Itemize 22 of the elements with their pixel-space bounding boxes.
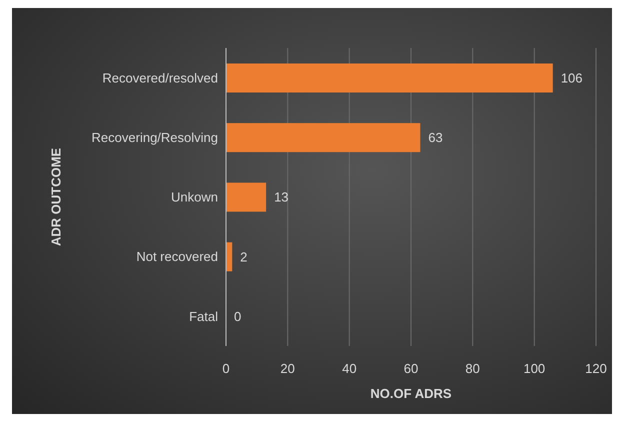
bar xyxy=(226,63,553,92)
x-tick-label: 80 xyxy=(465,361,480,376)
data-label: 106 xyxy=(560,70,583,86)
x-axis-title: NO.OF ADRS xyxy=(370,386,452,401)
data-label: 0 xyxy=(234,308,242,324)
data-label: 2 xyxy=(240,249,248,264)
data-label: 63 xyxy=(428,130,443,146)
x-tick-label: 120 xyxy=(585,361,607,376)
bar xyxy=(226,123,420,152)
y-axis-title: ADR OUTCOME xyxy=(48,148,64,246)
x-tick-label: 0 xyxy=(222,361,230,376)
x-tick-label: 60 xyxy=(404,361,418,376)
x-tick-label: 20 xyxy=(280,361,295,376)
y-tick-label: Recovered/resolved xyxy=(102,70,218,86)
y-tick-label: Recovering/Resolving xyxy=(92,130,218,146)
x-tick-label: 100 xyxy=(523,361,546,376)
bar xyxy=(226,182,266,212)
y-tick-label: Fatal xyxy=(189,308,218,324)
y-tick-label: Unkown xyxy=(171,190,218,205)
y-tick-label: Not recovered xyxy=(136,249,218,264)
x-tick-label: 40 xyxy=(342,361,357,376)
data-label: 13 xyxy=(274,190,289,205)
